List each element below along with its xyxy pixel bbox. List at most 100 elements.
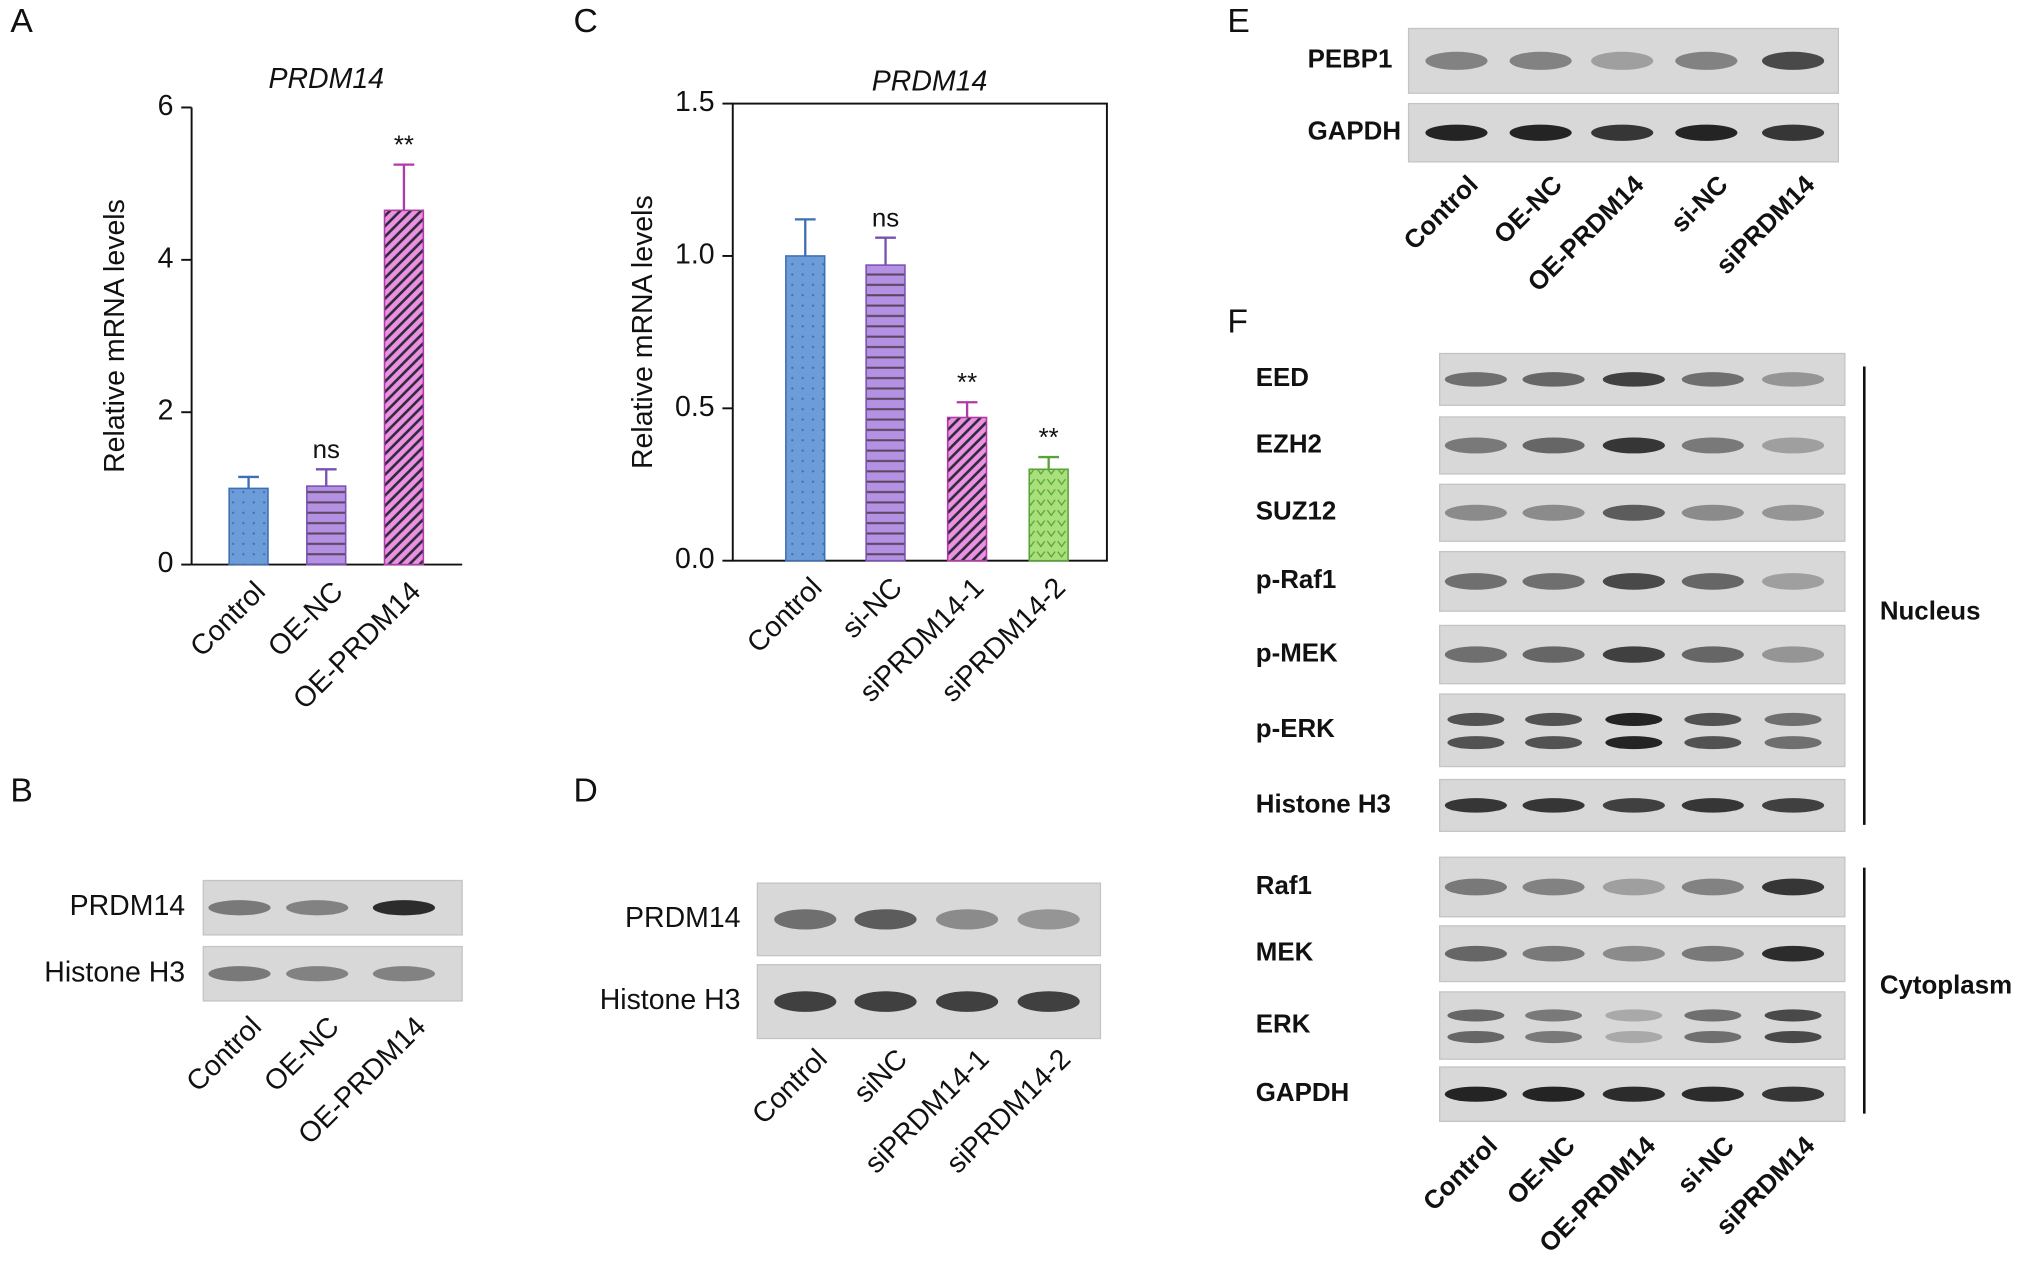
significance-label: ** bbox=[1039, 424, 1059, 452]
blot-band bbox=[1522, 437, 1585, 454]
blot-band bbox=[1602, 573, 1665, 590]
blot-band bbox=[1764, 712, 1822, 726]
error-bar bbox=[315, 468, 337, 487]
blot-row-label: ERK bbox=[1256, 1010, 1311, 1038]
blot-band bbox=[1762, 646, 1825, 663]
blot-band bbox=[1681, 878, 1744, 896]
blot-band bbox=[1522, 878, 1585, 896]
blot-band bbox=[1591, 124, 1654, 141]
blot-row-label: PRDM14 bbox=[70, 890, 185, 922]
significance-label: ** bbox=[394, 131, 414, 159]
blot-band bbox=[1681, 945, 1744, 962]
y-tick-label: 0 bbox=[158, 547, 174, 579]
blot-row-label: MEK bbox=[1256, 939, 1314, 967]
blot-band bbox=[1605, 1030, 1663, 1044]
blot-band bbox=[774, 909, 837, 930]
blot-band bbox=[1509, 124, 1572, 141]
blot-band bbox=[1447, 1030, 1505, 1044]
blot-band bbox=[1675, 51, 1738, 70]
lane-label: siNC bbox=[848, 1043, 914, 1109]
panel-label: F bbox=[1227, 304, 1248, 341]
blot-band bbox=[1444, 798, 1507, 813]
blot-band bbox=[1602, 372, 1665, 387]
blot-band bbox=[1525, 1009, 1583, 1022]
blot-band bbox=[854, 991, 917, 1012]
blot-band bbox=[1684, 1009, 1742, 1022]
blot-band bbox=[1675, 124, 1738, 141]
blot-band bbox=[208, 900, 271, 916]
lane-label: OE-NC bbox=[1502, 1131, 1581, 1210]
y-tick-label: 4 bbox=[158, 242, 174, 274]
blot-band bbox=[1447, 712, 1505, 726]
panel-label: C bbox=[574, 3, 598, 40]
panel-label: A bbox=[10, 3, 33, 40]
blot-band bbox=[1764, 1030, 1822, 1044]
lane-label: si-NC bbox=[1672, 1131, 1740, 1199]
blot-band bbox=[1522, 573, 1585, 590]
blot-band bbox=[372, 900, 435, 916]
blot-band bbox=[1762, 51, 1825, 70]
lane-label: Control bbox=[180, 1011, 268, 1099]
bar bbox=[946, 416, 988, 562]
blot-band bbox=[1681, 646, 1744, 663]
blot-row-label: Histone H3 bbox=[1256, 790, 1391, 818]
blot-row-label: PRDM14 bbox=[625, 902, 740, 934]
significance-label: ns bbox=[313, 436, 340, 464]
blot-row-label: EED bbox=[1256, 364, 1309, 392]
blot-band bbox=[1444, 504, 1507, 521]
blot-band bbox=[1602, 878, 1665, 896]
blot-band bbox=[936, 991, 999, 1012]
blot-row-label: SUZ12 bbox=[1256, 498, 1337, 526]
bar bbox=[865, 264, 906, 562]
error-bar bbox=[393, 163, 415, 211]
blot-band bbox=[286, 966, 349, 982]
blot-band bbox=[1762, 437, 1825, 454]
blot-band bbox=[1017, 909, 1080, 930]
blot-band bbox=[372, 966, 435, 982]
blot-band bbox=[1447, 1009, 1505, 1022]
blot-band bbox=[1444, 372, 1507, 387]
y-tick-label: 6 bbox=[158, 90, 174, 122]
blot-band bbox=[1684, 1030, 1742, 1044]
blot-strip bbox=[1438, 352, 1846, 406]
error-bar bbox=[956, 401, 978, 418]
blot-band bbox=[1591, 51, 1654, 70]
y-tick-label: 1.0 bbox=[675, 238, 715, 270]
blot-band bbox=[1444, 945, 1507, 962]
blot-band bbox=[1525, 1030, 1583, 1044]
blot-band bbox=[1602, 945, 1665, 962]
blot-band bbox=[1444, 1086, 1507, 1102]
blot-band bbox=[1522, 1086, 1585, 1102]
y-tick-label: 2 bbox=[158, 395, 174, 427]
blot-band bbox=[1681, 798, 1744, 813]
group-label: Cytoplasm bbox=[1880, 972, 2012, 1000]
blot-band bbox=[286, 900, 349, 916]
blot-row-label: EZH2 bbox=[1256, 430, 1322, 458]
chart-title: PRDM14 bbox=[269, 63, 384, 95]
significance-label: ** bbox=[957, 369, 977, 397]
y-tick-label: 1.5 bbox=[675, 86, 715, 118]
blot-band bbox=[1509, 51, 1572, 70]
blot-band bbox=[1762, 878, 1825, 896]
blot-band bbox=[1447, 736, 1505, 750]
blot-band bbox=[1522, 504, 1585, 521]
bar bbox=[785, 255, 826, 562]
blot-band bbox=[1764, 1009, 1822, 1022]
blot-band bbox=[1605, 712, 1663, 726]
lane-label: Control bbox=[746, 1043, 834, 1131]
blot-band bbox=[774, 991, 837, 1012]
bar bbox=[228, 487, 269, 566]
panel-label: D bbox=[574, 772, 598, 809]
blot-band bbox=[1602, 646, 1665, 663]
y-tick-label: 0.5 bbox=[675, 391, 715, 423]
y-tick-label: 0.0 bbox=[675, 543, 715, 575]
y-axis-label: Relative mRNA levels bbox=[627, 195, 659, 469]
blot-band bbox=[1681, 1086, 1744, 1102]
error-bar bbox=[238, 475, 259, 489]
blot-band bbox=[1522, 798, 1585, 813]
x-tick-label: Control bbox=[184, 576, 272, 664]
chart-title: PRDM14 bbox=[872, 65, 987, 97]
plot-frame bbox=[731, 102, 1108, 562]
blot-band bbox=[1602, 437, 1665, 454]
